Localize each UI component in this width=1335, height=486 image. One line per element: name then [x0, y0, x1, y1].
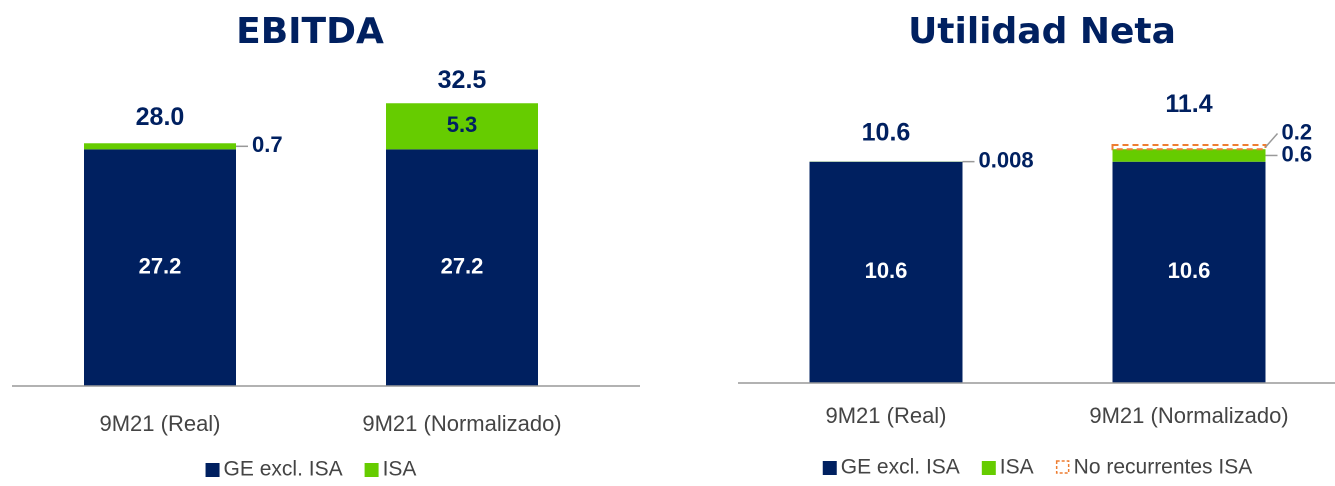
chart: Utilidad Neta 10.6 0.008 10.6 9M21 (Real) 10.…	[738, 11, 1335, 479]
legend-swatch	[822, 461, 837, 475]
data-label: 27.2	[441, 253, 484, 278]
legend-label: No recurrentes ISA	[1074, 456, 1253, 479]
total-label: 32.5	[438, 66, 487, 94]
x-tick-label: 9M21 (Real)	[825, 403, 946, 428]
data-label: 0.6	[1282, 141, 1313, 166]
total-label: 10.6	[862, 118, 911, 146]
legend-label: ISA	[1000, 456, 1034, 479]
data-label: 5.3	[447, 112, 478, 137]
data-label: 0.7	[252, 132, 283, 157]
bar-segment	[84, 149, 236, 386]
leader-line	[1264, 132, 1279, 148]
legend: GE excl. ISA ISA No recurrentes ISA	[822, 456, 1253, 479]
chart: EBITDA 27.2 0.7 28.0 9M21 (Real) 27.2 5.3 32.5 9…	[12, 11, 640, 481]
bar-segment	[809, 161, 963, 383]
x-tick-label: 9M21 (Normalizado)	[1089, 403, 1288, 428]
legend-label: GE excl. ISA	[841, 456, 960, 479]
data-label: 27.2	[139, 253, 182, 278]
x-tick-label: 9M21 (Real)	[99, 411, 220, 436]
bar-segment	[386, 103, 538, 150]
chart-title: Utilidad Neta	[908, 11, 1176, 52]
bar-segment	[386, 149, 538, 386]
bar-segment	[1112, 161, 1266, 383]
legend-swatch	[205, 463, 220, 477]
legend-label: ISA	[383, 458, 417, 481]
data-label: 0.2	[1282, 119, 1313, 144]
data-label: 10.6	[865, 258, 908, 283]
data-label: 0.008	[979, 147, 1034, 172]
legend-label: GE excl. ISA	[224, 458, 343, 481]
legend: GE excl. ISA ISA	[205, 458, 417, 481]
x-tick-label: 9M21 (Normalizado)	[362, 411, 561, 436]
legend-swatch	[981, 461, 996, 475]
chart-title: EBITDA	[236, 11, 384, 52]
legend-swatch	[1055, 460, 1070, 474]
total-label: 28.0	[136, 103, 185, 131]
bar-segment	[1111, 144, 1267, 151]
legend-swatch	[364, 463, 379, 477]
data-label: 10.6	[1168, 258, 1211, 283]
bar-segment	[1112, 149, 1266, 162]
bar-segment	[84, 143, 236, 150]
total-label: 11.4	[1165, 90, 1212, 118]
